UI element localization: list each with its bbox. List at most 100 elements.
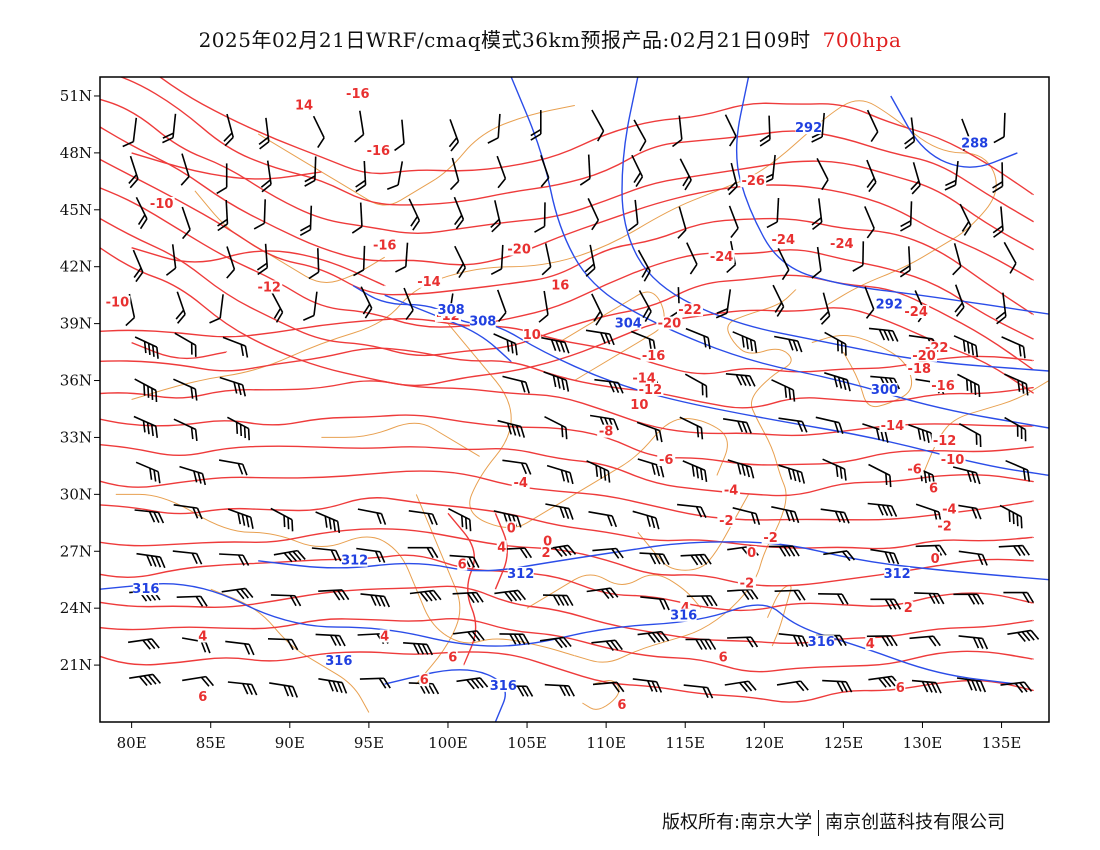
wind-barb — [815, 416, 844, 435]
wind-barb — [270, 290, 284, 323]
temperature-label-bg — [879, 418, 906, 432]
height-label: 316 — [490, 679, 517, 694]
height-label: 308 — [438, 303, 465, 318]
wind-barb — [584, 244, 596, 277]
lat-tick-label: 48N — [60, 144, 92, 162]
temperature-label-bg — [551, 278, 570, 292]
wind-barb — [868, 463, 892, 488]
temperature-label: -16 — [642, 349, 666, 364]
temperature-label-bg — [676, 303, 703, 317]
wind-barb — [452, 591, 484, 604]
lon-tick-label: 100E — [428, 734, 468, 752]
temperature-label: 16 — [551, 279, 569, 294]
wind-barb — [356, 547, 386, 563]
wind-barb — [546, 464, 574, 485]
height-contour-line — [352, 285, 1049, 477]
temperature-label-bg — [365, 143, 392, 157]
wind-barb — [403, 642, 434, 656]
temperature-label: -2 — [719, 514, 733, 529]
wind-barb — [727, 588, 759, 601]
lon-tick-label: 105E — [507, 734, 547, 752]
wind-barb — [640, 596, 670, 611]
wind-barb — [824, 372, 851, 392]
wind-barb — [493, 510, 522, 528]
wind-barb — [819, 292, 831, 325]
wind-barb — [822, 458, 847, 481]
temperature-label-bg — [197, 690, 208, 704]
lon-tick-label: 130E — [903, 734, 943, 752]
height-contour-line — [890, 95, 1018, 168]
wind-barb — [870, 598, 902, 610]
wind-barb — [778, 417, 808, 433]
wind-barb — [866, 109, 879, 142]
wind-barb — [304, 156, 317, 187]
lat-tick-label: 45N — [60, 201, 92, 219]
temperature-label: -14 — [417, 275, 441, 290]
wind-barb — [683, 684, 714, 699]
wind-barb — [1001, 336, 1026, 359]
wind-barb — [173, 504, 203, 520]
temperature-label-bg — [828, 236, 855, 250]
wind-barb — [591, 109, 605, 142]
temperature-label-bg — [496, 540, 507, 554]
wind-barb — [386, 161, 404, 190]
temperature-label: -4 — [942, 502, 956, 517]
temperature-label-bg — [708, 250, 735, 264]
isotherm-line — [100, 470, 1034, 521]
wind-barb — [722, 418, 752, 434]
temperature-label-bg — [148, 197, 175, 210]
lat-tick-label: 39N — [60, 315, 92, 333]
temperature-label: -2 — [763, 531, 777, 546]
temperature-label-bg — [905, 462, 924, 476]
wind-barb — [776, 680, 809, 692]
wind-barb — [253, 199, 266, 230]
temperature-label-bg — [597, 424, 616, 438]
wind-barb — [953, 335, 979, 358]
wind-barb — [592, 547, 624, 559]
wind-barb — [777, 248, 790, 281]
wind-barb — [538, 290, 549, 323]
wind-barb — [870, 548, 900, 565]
temperature-label: -20 — [912, 349, 936, 364]
wind-barb — [490, 200, 501, 233]
wind-barb — [811, 246, 822, 279]
wind-barb — [954, 284, 965, 317]
wind-barb — [958, 550, 988, 566]
wind-barb — [216, 163, 228, 195]
temperature-label-bg — [865, 637, 876, 651]
temperature-label-bg — [928, 481, 939, 495]
lat-tick-label: 36N — [60, 372, 92, 390]
boundary-line — [210, 588, 370, 713]
height-label: 308 — [469, 315, 496, 330]
temperature-label: 4 — [681, 601, 690, 616]
wind-barb — [497, 419, 526, 438]
height-label-bg — [325, 654, 352, 668]
temperature-label-bg — [522, 327, 541, 341]
temperature-label-bg — [895, 680, 906, 694]
wind-barb — [822, 679, 853, 693]
height-label-bg — [341, 553, 368, 567]
wind-barb — [490, 244, 504, 276]
wind-barb — [679, 416, 704, 440]
wind-barb — [269, 682, 299, 698]
temperature-label: 0 — [507, 521, 516, 536]
temperature-label-bg — [256, 280, 283, 294]
wind-barb — [820, 508, 850, 524]
lat-tick-label: 27N — [60, 542, 92, 560]
wind-barb — [449, 554, 480, 569]
wind-barb — [225, 640, 255, 656]
temperature-label-bg — [542, 534, 553, 548]
isotherm-line — [494, 513, 508, 590]
wind-barb — [448, 507, 472, 532]
boundary-line — [447, 323, 728, 529]
wind-barb — [632, 678, 663, 693]
wind-barb — [502, 459, 532, 475]
wind-barb — [315, 511, 341, 534]
height-label: 304 — [615, 317, 642, 332]
wind-barb — [852, 241, 865, 272]
wind-barb — [534, 202, 546, 233]
wind-barb — [454, 245, 467, 278]
wind-barb — [633, 119, 647, 152]
wind-barb — [456, 677, 489, 690]
